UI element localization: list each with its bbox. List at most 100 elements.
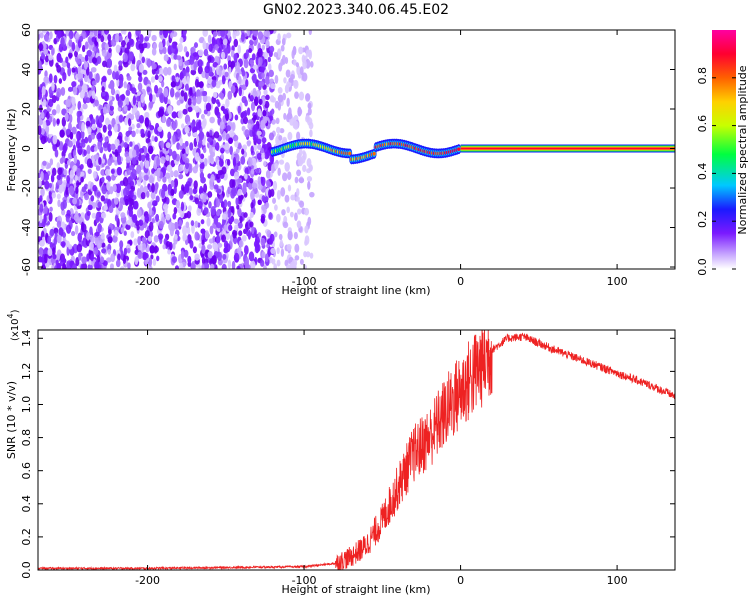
noise-cell <box>202 194 207 203</box>
noise-cell <box>201 244 206 254</box>
noise-cell <box>220 201 225 208</box>
noise-cell <box>53 74 58 84</box>
noise-cell <box>155 195 160 203</box>
noise-cell <box>177 110 183 119</box>
noise-cell <box>166 164 173 172</box>
noise-cell <box>97 223 102 233</box>
noise-cell <box>194 220 199 228</box>
noise-cell <box>151 218 155 224</box>
noise-cell <box>283 112 287 120</box>
noise-cell <box>247 157 253 167</box>
noise-cell <box>212 31 218 38</box>
noise-cell <box>137 235 141 246</box>
noise-cell <box>303 251 307 258</box>
noise-cell <box>163 54 169 62</box>
noise-cell <box>252 73 257 84</box>
noise-cell <box>227 200 232 208</box>
noise-cell <box>188 57 195 65</box>
noise-cell <box>93 247 99 255</box>
noise-cell <box>86 153 91 160</box>
noise-cell <box>68 52 73 59</box>
noise-cell <box>257 144 262 150</box>
noise-cell <box>38 172 41 179</box>
noise-cell <box>107 229 112 235</box>
noise-cell <box>104 43 109 51</box>
noise-cell <box>174 233 178 240</box>
noise-cell <box>40 111 45 119</box>
noise-cell <box>114 229 119 237</box>
noise-cell <box>180 184 185 192</box>
noise-cell <box>61 155 66 163</box>
noise-cell <box>287 131 293 141</box>
noise-cell <box>124 151 130 158</box>
noise-cell <box>183 249 189 258</box>
noise-cell <box>114 32 120 43</box>
noise-cell <box>42 160 47 166</box>
noise-cell <box>214 44 219 51</box>
noise-cell <box>116 78 120 87</box>
noise-cell <box>241 148 245 155</box>
noise-cell <box>62 262 67 269</box>
noise-cell <box>107 236 113 244</box>
noise-cell <box>124 198 129 206</box>
noise-cell <box>307 102 312 110</box>
noise-cell <box>44 262 50 268</box>
noise-cell <box>128 51 134 61</box>
noise-cell <box>173 63 177 71</box>
noise-cell <box>253 40 257 47</box>
noise-cell <box>198 81 204 89</box>
spectrogram-y-tick-label: -60 <box>20 258 33 276</box>
noise-cell <box>212 61 219 68</box>
noise-cell <box>61 221 66 230</box>
noise-cell <box>274 100 280 109</box>
noise-cell <box>221 234 227 243</box>
noise-cell <box>162 203 169 210</box>
noise-cell <box>201 263 205 269</box>
noise-cell <box>171 111 177 119</box>
noise-cell <box>293 120 299 130</box>
noise-cell <box>148 101 154 109</box>
noise-cell <box>43 76 49 84</box>
noise-cell <box>156 255 160 262</box>
noise-cell <box>190 47 196 54</box>
noise-cell <box>124 135 129 142</box>
noise-cell <box>148 206 153 216</box>
spectrogram-x-tick-label: -100 <box>292 275 317 288</box>
noise-cell <box>114 214 119 222</box>
noise-cell <box>268 189 272 198</box>
noise-cell <box>165 142 171 149</box>
noise-cell <box>274 204 278 211</box>
noise-cell <box>190 122 195 129</box>
noise-cell <box>143 42 148 49</box>
noise-cell <box>211 79 217 88</box>
noise-cell <box>169 170 174 178</box>
signal-line-core <box>460 147 675 150</box>
noise-cell <box>216 188 222 194</box>
noise-cell <box>189 87 193 97</box>
noise-cell <box>296 65 301 76</box>
noise-cell <box>173 178 179 188</box>
noise-cell <box>194 152 200 162</box>
noise-cell <box>261 137 267 144</box>
noise-cell <box>257 56 263 66</box>
noise-cell <box>79 163 84 170</box>
noise-cell <box>150 191 156 200</box>
noise-cell <box>138 63 144 73</box>
noise-cell <box>281 209 286 216</box>
noise-cell <box>215 141 220 151</box>
noise-cell <box>193 180 198 190</box>
noise-cell <box>94 99 99 107</box>
noise-cell <box>261 195 266 202</box>
noise-cell <box>290 211 294 218</box>
noise-cell <box>268 69 274 78</box>
noise-cell <box>112 70 117 80</box>
noise-cell <box>182 153 187 162</box>
noise-cell <box>247 122 252 130</box>
noise-cell <box>90 67 97 73</box>
noise-cell <box>108 100 113 106</box>
noise-cell <box>224 71 229 78</box>
noise-cell <box>179 36 184 44</box>
noise-cell <box>40 135 47 145</box>
noise-cell <box>129 189 134 199</box>
noise-cell <box>181 123 185 129</box>
